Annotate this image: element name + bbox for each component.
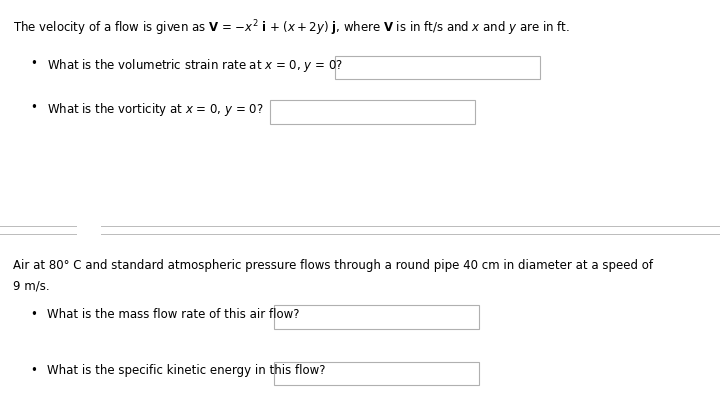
Text: What is the vorticity at $x$ = 0, $y$ = 0?: What is the vorticity at $x$ = 0, $y$ = … (47, 101, 264, 118)
Text: What is the specific kinetic energy in this flow?: What is the specific kinetic energy in t… (47, 363, 325, 376)
Text: •: • (30, 307, 37, 320)
Text: •: • (30, 57, 37, 70)
FancyBboxPatch shape (270, 101, 475, 124)
Text: What is the mass flow rate of this air flow?: What is the mass flow rate of this air f… (47, 307, 300, 320)
Text: •: • (30, 363, 37, 376)
Text: •: • (30, 101, 37, 114)
FancyBboxPatch shape (335, 57, 540, 80)
Text: What is the volumetric strain rate at $x$ = 0, $y$ = 0?: What is the volumetric strain rate at $x… (47, 57, 343, 74)
FancyBboxPatch shape (274, 306, 479, 329)
Text: 9 m/s.: 9 m/s. (13, 279, 50, 292)
FancyBboxPatch shape (274, 362, 479, 385)
Text: The velocity of a flow is given as $\bf{V}$ = $-x^2$ $\bf{i}$ + $(x + 2y)$ $\bf{: The velocity of a flow is given as $\bf{… (13, 18, 570, 38)
Text: Air at 80° C and standard atmospheric pressure flows through a round pipe 40 cm : Air at 80° C and standard atmospheric pr… (13, 259, 653, 271)
